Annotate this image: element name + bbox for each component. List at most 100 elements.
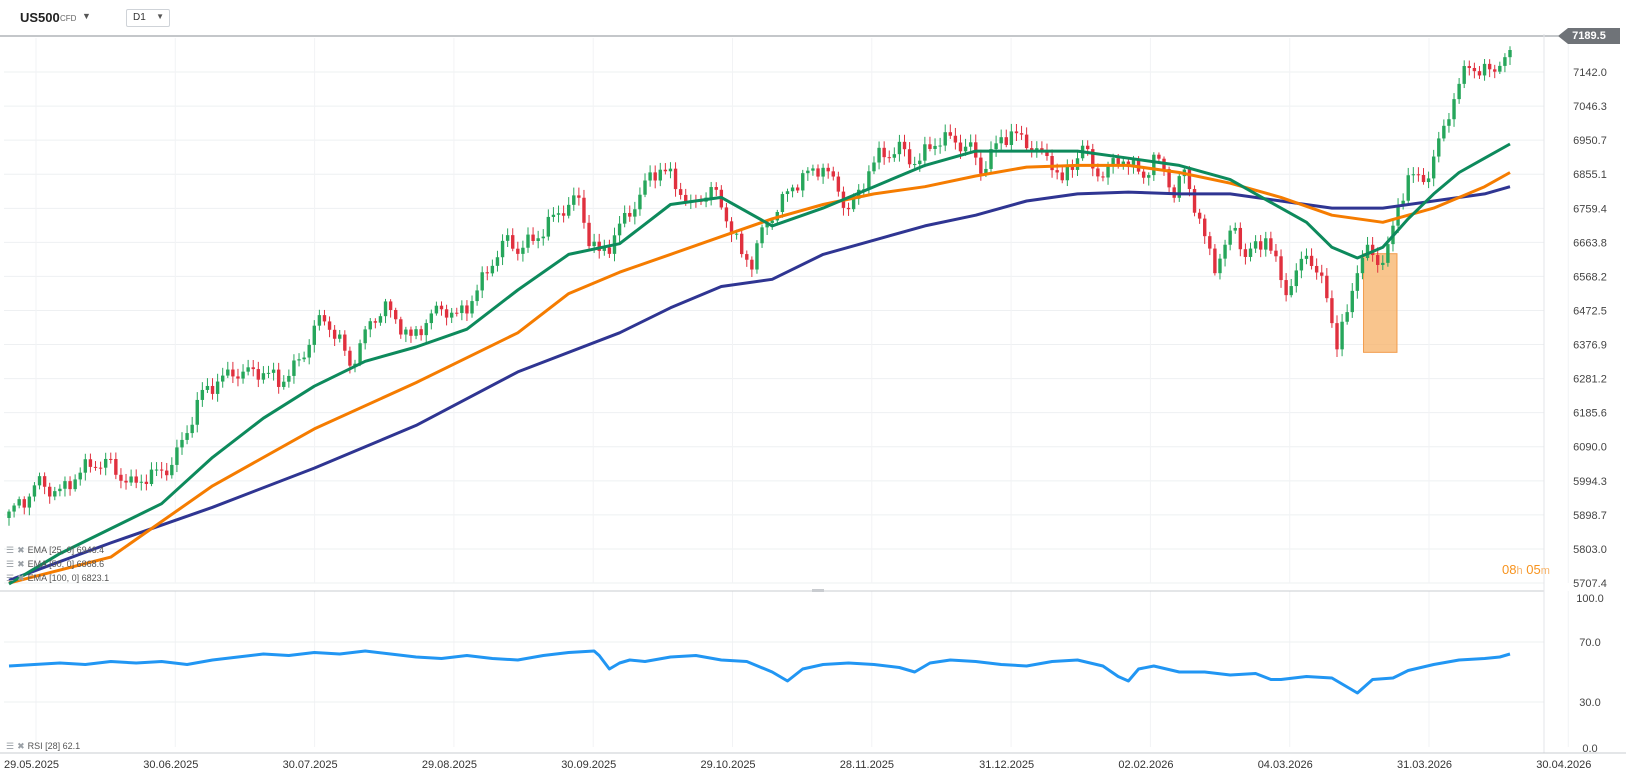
candle bbox=[846, 202, 851, 216]
candle bbox=[989, 141, 993, 175]
candle-body bbox=[1284, 280, 1288, 296]
candle-body bbox=[399, 319, 403, 335]
candle bbox=[307, 339, 311, 365]
candle bbox=[73, 474, 77, 492]
close-icon[interactable]: ✖ bbox=[17, 545, 25, 555]
candle bbox=[358, 339, 362, 367]
candle-body bbox=[1370, 244, 1375, 256]
candle-body bbox=[780, 194, 785, 213]
symbol-name[interactable]: US500 bbox=[20, 10, 60, 25]
candle-body bbox=[383, 301, 388, 317]
candle bbox=[795, 184, 800, 194]
candle bbox=[1467, 60, 1471, 76]
candle-body bbox=[1024, 134, 1029, 149]
candle bbox=[912, 156, 917, 170]
candle bbox=[261, 366, 266, 384]
candle bbox=[1452, 93, 1456, 127]
candle-body bbox=[1335, 323, 1339, 350]
candle-body bbox=[88, 459, 93, 467]
close-icon[interactable]: ✖ bbox=[17, 741, 25, 751]
candle bbox=[256, 361, 261, 388]
candle bbox=[1304, 248, 1309, 265]
candle bbox=[1325, 268, 1329, 303]
candle-body bbox=[119, 474, 123, 481]
close-icon[interactable]: ✖ bbox=[17, 559, 25, 569]
candle bbox=[460, 300, 464, 321]
close-icon[interactable]: ✖ bbox=[17, 573, 25, 583]
candle-body bbox=[1233, 227, 1237, 231]
candle-body bbox=[246, 367, 250, 372]
symbol-type: CFD bbox=[60, 14, 77, 23]
y-tick-label: 6663.8 bbox=[1573, 237, 1607, 249]
candle bbox=[938, 137, 942, 154]
candle-body bbox=[831, 171, 835, 177]
candle bbox=[1218, 253, 1222, 280]
settings-icon[interactable]: ☰ bbox=[6, 741, 15, 751]
timeframe-select[interactable]: D1 ▼ bbox=[126, 9, 170, 27]
rsi-line bbox=[8, 649, 1511, 695]
candle-body bbox=[511, 235, 515, 249]
candle bbox=[561, 205, 566, 223]
candle bbox=[190, 416, 194, 438]
legend-rsi-label: RSI [28] 62.1 bbox=[27, 741, 81, 751]
candle bbox=[429, 309, 434, 330]
candle bbox=[801, 169, 805, 198]
candle-body bbox=[872, 162, 876, 172]
settings-icon[interactable]: ☰ bbox=[6, 573, 15, 583]
candle-body bbox=[109, 458, 113, 460]
candle-body bbox=[129, 476, 133, 483]
candle-body bbox=[714, 187, 718, 190]
countdown-hours-unit: h bbox=[1516, 565, 1523, 577]
candle bbox=[1284, 273, 1288, 302]
candle-body bbox=[297, 359, 301, 361]
candle-body bbox=[790, 187, 795, 192]
candle bbox=[1457, 78, 1461, 104]
candle-body bbox=[597, 241, 601, 251]
y-tick-label: 6376.9 bbox=[1573, 340, 1607, 352]
candle bbox=[302, 351, 306, 363]
candle bbox=[175, 439, 179, 473]
candle bbox=[551, 207, 556, 222]
candle bbox=[434, 301, 439, 316]
candle-body bbox=[1279, 256, 1283, 281]
candle-body bbox=[1493, 69, 1497, 72]
candle bbox=[1203, 214, 1207, 244]
y-tick-label: 6185.6 bbox=[1573, 408, 1607, 420]
candle bbox=[78, 467, 82, 486]
candle-body bbox=[729, 221, 734, 235]
candle-body bbox=[821, 167, 825, 177]
candle-body bbox=[338, 334, 342, 339]
candle bbox=[439, 301, 444, 316]
candle-body bbox=[195, 399, 199, 425]
candle-body bbox=[516, 248, 520, 254]
candle-body bbox=[414, 329, 418, 336]
candle bbox=[1101, 171, 1105, 182]
candle bbox=[1279, 249, 1283, 288]
settings-icon[interactable]: ☰ bbox=[6, 559, 15, 569]
candle bbox=[1462, 60, 1466, 89]
candle bbox=[93, 461, 98, 471]
candle bbox=[1060, 166, 1064, 184]
legend-ema50-label: EMA [50, 0] 6868.6 bbox=[27, 559, 105, 569]
candle-body bbox=[1131, 159, 1136, 168]
pane-resize-handle[interactable] bbox=[812, 589, 824, 592]
y-tick-label: 5803.0 bbox=[1573, 544, 1607, 556]
settings-icon[interactable]: ☰ bbox=[6, 545, 15, 555]
candle-body bbox=[1269, 238, 1273, 251]
candle-body bbox=[770, 220, 774, 223]
candle-body bbox=[1238, 227, 1243, 250]
candle-body bbox=[912, 164, 917, 166]
candle-body bbox=[984, 168, 988, 174]
candle bbox=[968, 134, 973, 152]
candle-body bbox=[851, 198, 856, 210]
candle-body bbox=[526, 234, 530, 248]
candle bbox=[1477, 66, 1482, 80]
candle bbox=[1498, 61, 1502, 74]
candle-body bbox=[1406, 175, 1410, 201]
symbol-dropdown-icon[interactable]: ▼ bbox=[82, 11, 91, 21]
candle bbox=[1289, 278, 1293, 298]
candle-body bbox=[53, 491, 57, 497]
candle bbox=[1376, 247, 1380, 273]
candle-body bbox=[103, 458, 108, 468]
